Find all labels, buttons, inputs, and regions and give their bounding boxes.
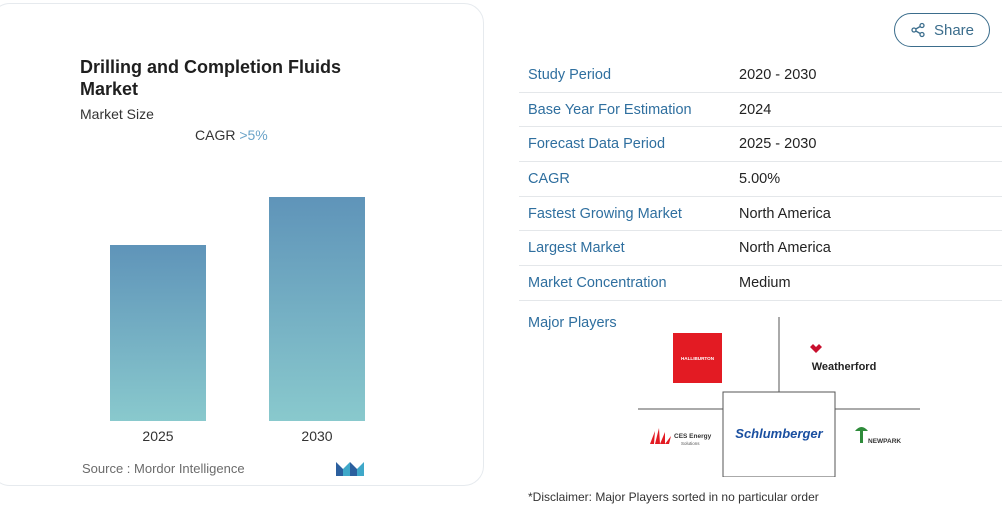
row-value: North America <box>739 240 831 257</box>
cagr-label: CAGR <box>195 127 236 143</box>
row-value: 2024 <box>739 101 772 118</box>
row-value: 2020 - 2030 <box>739 66 817 83</box>
weatherford-text: Weatherford <box>812 361 877 373</box>
row-key[interactable]: Market Concentration <box>528 274 667 291</box>
ces-flame-icon <box>650 428 671 444</box>
chart-source: Source : Mordor Intelligence <box>82 461 245 476</box>
mordor-intelligence-logo <box>336 462 364 476</box>
major-players-grid: HALLIBURTON Weatherford Schlumberger CES… <box>638 317 920 477</box>
row-value: Medium <box>739 274 791 291</box>
schlumberger-text: Schlumberger <box>735 426 823 441</box>
table-row: Base Year For Estimation 2024 <box>519 93 1002 128</box>
halliburton-logo: HALLIBURTON <box>673 333 722 383</box>
bar-chart: 2025 2030 <box>110 197 365 444</box>
table-row: Market Concentration Medium <box>519 266 1002 301</box>
share-button[interactable]: Share <box>894 13 990 47</box>
row-value: North America <box>739 205 831 222</box>
cagr-value: >5% <box>239 127 268 143</box>
share-label: Share <box>933 21 975 39</box>
weatherford-mark-icon <box>810 344 822 353</box>
table-row: Fastest Growing Market North America <box>519 197 1002 232</box>
share-icon <box>911 22 925 38</box>
row-key[interactable]: Largest Market <box>528 240 625 257</box>
row-key[interactable]: Study Period <box>528 66 612 83</box>
x-tick-label: 2025 <box>142 428 173 444</box>
table-row: Forecast Data Period 2025 - 2030 <box>519 127 1002 163</box>
chart-title: Drilling and Completion Fluids Market <box>80 57 341 99</box>
market-info-table: Study Period 2020 - 2030 Base Year For Es… <box>519 58 1002 301</box>
row-key[interactable]: Forecast Data Period <box>528 136 666 153</box>
row-key[interactable]: Base Year For Estimation <box>528 101 692 118</box>
weatherford-logo: Weatherford <box>810 344 876 373</box>
newpark-text: NEWPARK <box>868 438 901 445</box>
chart-subtitle: Market Size <box>80 106 154 122</box>
x-tick-label: 2030 <box>301 428 332 444</box>
row-key[interactable]: CAGR <box>528 170 570 187</box>
market-snapshot-card <box>0 3 484 486</box>
bar-2030 <box>269 197 365 421</box>
row-value: 2025 - 2030 <box>739 136 817 153</box>
disclaimer-text: *Disclaimer: Major Players sorted in no … <box>528 490 819 504</box>
newpark-logo: NEWPARK <box>855 427 901 445</box>
ces-energy-logo: CES Energy Solutions <box>650 428 712 446</box>
ces-text: CES Energy <box>674 433 712 440</box>
table-row: CAGR 5.00% <box>519 162 1002 197</box>
major-players-label[interactable]: Major Players <box>528 315 617 331</box>
schlumberger-logo: Schlumberger <box>735 426 823 441</box>
table-row: Study Period 2020 - 2030 <box>519 58 1002 93</box>
table-row: Largest Market North America <box>519 231 1002 267</box>
row-key[interactable]: Fastest Growing Market <box>528 205 682 222</box>
cagr-annotation: CAGR >5% <box>195 127 268 143</box>
bar-2025 <box>110 245 206 421</box>
newpark-tree-icon <box>855 427 868 443</box>
halliburton-text: HALLIBURTON <box>681 356 715 361</box>
ces-subtext: Solutions <box>681 441 700 446</box>
row-value: 5.00% <box>739 170 781 187</box>
